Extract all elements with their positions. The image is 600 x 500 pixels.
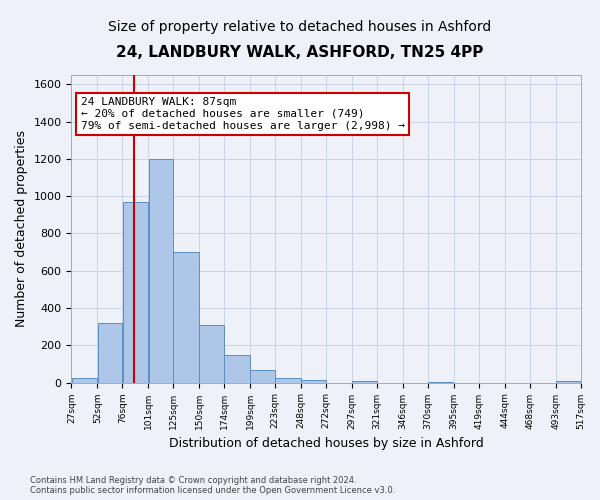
Bar xyxy=(301,380,326,382)
Text: 24 LANDBURY WALK: 87sqm
← 20% of detached houses are smaller (749)
79% of semi-d: 24 LANDBURY WALK: 87sqm ← 20% of detache… xyxy=(81,98,405,130)
Bar xyxy=(149,159,173,382)
Bar xyxy=(71,378,97,382)
X-axis label: Distribution of detached houses by size in Ashford: Distribution of detached houses by size … xyxy=(169,437,484,450)
Bar xyxy=(224,354,250,382)
Bar xyxy=(173,252,199,382)
Bar xyxy=(352,380,377,382)
Text: Contains HM Land Registry data © Crown copyright and database right 2024.
Contai: Contains HM Land Registry data © Crown c… xyxy=(30,476,395,495)
Y-axis label: Number of detached properties: Number of detached properties xyxy=(15,130,28,328)
Bar xyxy=(199,325,224,382)
Text: 24, LANDBURY WALK, ASHFORD, TN25 4PP: 24, LANDBURY WALK, ASHFORD, TN25 4PP xyxy=(116,45,484,60)
Text: Size of property relative to detached houses in Ashford: Size of property relative to detached ho… xyxy=(109,20,491,34)
Bar xyxy=(98,323,122,382)
Bar xyxy=(122,202,148,382)
Bar xyxy=(275,378,301,382)
Bar xyxy=(250,370,275,382)
Bar xyxy=(556,380,580,382)
